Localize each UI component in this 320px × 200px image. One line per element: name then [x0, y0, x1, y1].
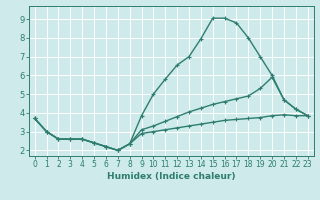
- X-axis label: Humidex (Indice chaleur): Humidex (Indice chaleur): [107, 172, 236, 181]
